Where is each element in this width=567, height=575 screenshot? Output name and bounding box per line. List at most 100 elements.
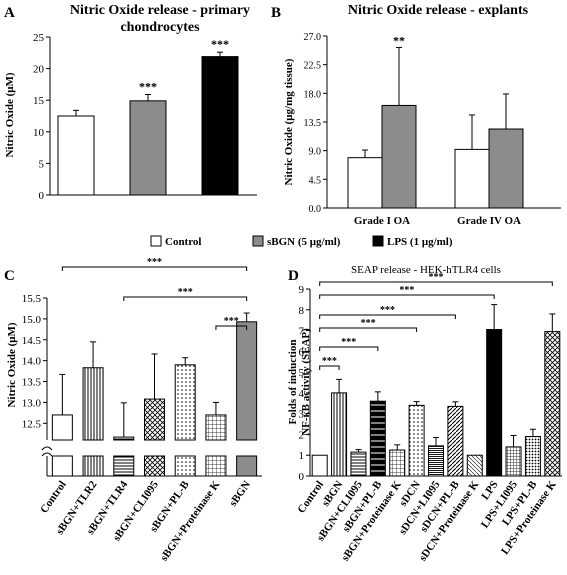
bar [347, 157, 383, 209]
bar-stub [51, 455, 73, 477]
panel-a: A Nitric Oxide release - primary chondro… [4, 3, 257, 202]
y-tick-label: 1 [299, 450, 305, 462]
significance-bracket [319, 346, 379, 351]
significance-bracket [123, 296, 248, 301]
bar [201, 56, 239, 196]
y-tick-label: 0 [39, 190, 45, 202]
y-tick-label: 2 [299, 429, 305, 441]
chart-title-line-2: chondrocytes [120, 20, 200, 35]
significance-bracket [61, 266, 248, 271]
x-tick-label: Grade I OA [354, 215, 410, 227]
y-tick-label: 5 [39, 158, 45, 170]
legend: Control sBGN (5 μg/ml) LPS (1 μg/ml) [150, 235, 453, 248]
bar [236, 321, 258, 441]
y-tick-label: 13.5 [22, 377, 42, 389]
bar [505, 446, 522, 477]
significance-bracket [319, 294, 495, 299]
bar [428, 445, 444, 477]
legend-label-sbgn: sBGN (5 μg/ml) [267, 236, 341, 248]
panel-letter: C [4, 268, 15, 284]
y-tick-label: 14.5 [22, 335, 42, 347]
significance-label: *** [429, 272, 444, 283]
y-tick-label: 18.0 [304, 89, 322, 100]
chart-title: Nitric Oxide release - explants [348, 3, 529, 18]
plot-area: 0 5 10 15 20 25 *** *** [33, 32, 257, 202]
y-tick-label: 0.0 [309, 204, 322, 215]
y-tick-label: 27.0 [304, 32, 322, 43]
significance-label: *** [139, 80, 157, 94]
bar [544, 331, 561, 477]
bar [311, 454, 328, 477]
y-tick-label: 6 [299, 346, 305, 358]
y-axis-label: Nitric Oxide (μM) [4, 72, 16, 157]
y-tick-label: 4 [299, 388, 305, 400]
y-tick-label: 9.0 [309, 147, 322, 158]
y-tick-label: 4.5 [309, 175, 322, 186]
plot-area: 0123456789ControlsBGNsBGN+CLI095sBGN+PL-… [295, 272, 562, 564]
y-tick-label: 13.5 [304, 118, 322, 129]
axis-break-mark [41, 452, 53, 457]
legend-swatch-lps [372, 235, 384, 247]
bar [454, 148, 490, 209]
y-axis-label-line-1: Folds of induction [287, 340, 299, 425]
bar [408, 404, 425, 477]
y-axis-label-line-2: NF-κB activity (SEAP) [300, 328, 312, 436]
y-tick-label: 9 [299, 284, 305, 296]
legend-swatch-sbgn [252, 235, 264, 247]
y-tick-label: 3 [299, 409, 305, 421]
significance-label: *** [224, 316, 239, 327]
x-tick-label: sBGN+Proteinase K [158, 478, 223, 563]
y-axis-label: Nitric Oxide (μg/mg tissue) [283, 58, 295, 185]
bar-stub [174, 455, 196, 477]
legend-swatch-control [150, 235, 162, 247]
bar-stub [236, 455, 258, 477]
x-tick-label: sBGN [227, 479, 253, 509]
significance-bracket [215, 325, 248, 330]
significance-bracket [319, 365, 340, 370]
bar [381, 104, 417, 209]
significance-label: ** [393, 33, 405, 47]
bar-stub [144, 455, 165, 477]
bar [486, 329, 503, 477]
panel-letter: D [288, 268, 299, 284]
y-tick-label: 7 [299, 326, 305, 338]
y-tick-label: 10 [33, 127, 45, 139]
significance-bracket [319, 314, 456, 319]
plot-area: 0.0 4.5 9.0 13.5 18.0 22.5 27.0 ** Grade I OA Gra… [304, 32, 561, 227]
y-tick-label: 25 [33, 32, 45, 44]
y-tick-label: 20 [33, 64, 45, 76]
bar [466, 454, 483, 477]
bar [57, 115, 95, 196]
chart-title: SEAP release - HEK-hTLR4 cells [351, 264, 501, 276]
y-tick-label: 15 [33, 95, 45, 107]
bar-stub [113, 455, 135, 477]
bar [488, 128, 524, 209]
y-tick-label: 8 [299, 305, 305, 317]
significance-label: *** [399, 285, 414, 296]
panel-c: C Nitric Oxide (μM) 12.5 13.0 13.5 14.0 14.5… [4, 257, 262, 564]
x-tick-label: Grade IV OA [457, 215, 521, 227]
panel-d: D SEAP release - HEK-hTLR4 cells Folds o… [287, 264, 562, 564]
significance-label: *** [211, 37, 229, 51]
significance-label: *** [147, 257, 162, 268]
bar [174, 364, 196, 441]
y-tick-label: 14.0 [22, 356, 42, 368]
bar [331, 392, 348, 477]
plot-area: 12.5 13.0 13.5 14.0 14.5 15.0 15.5 Control sBGN+… [22, 257, 262, 564]
bar [51, 414, 73, 441]
bar-stub [205, 455, 227, 477]
significance-label: *** [361, 318, 376, 329]
panel-letter: B [271, 5, 281, 21]
significance-bracket [319, 281, 553, 286]
bar [524, 436, 541, 477]
bar [129, 100, 167, 196]
significance-label: *** [380, 305, 395, 316]
y-tick-label: 22.5 [304, 61, 322, 72]
y-axis-label: Nitric Oxide (μM) [6, 322, 18, 407]
significance-label: *** [341, 337, 356, 348]
legend-label-lps: LPS (1 μg/ml) [387, 236, 453, 248]
significance-label: *** [322, 356, 337, 367]
x-tick-label: Control [38, 479, 69, 516]
bar-stub [82, 455, 104, 477]
